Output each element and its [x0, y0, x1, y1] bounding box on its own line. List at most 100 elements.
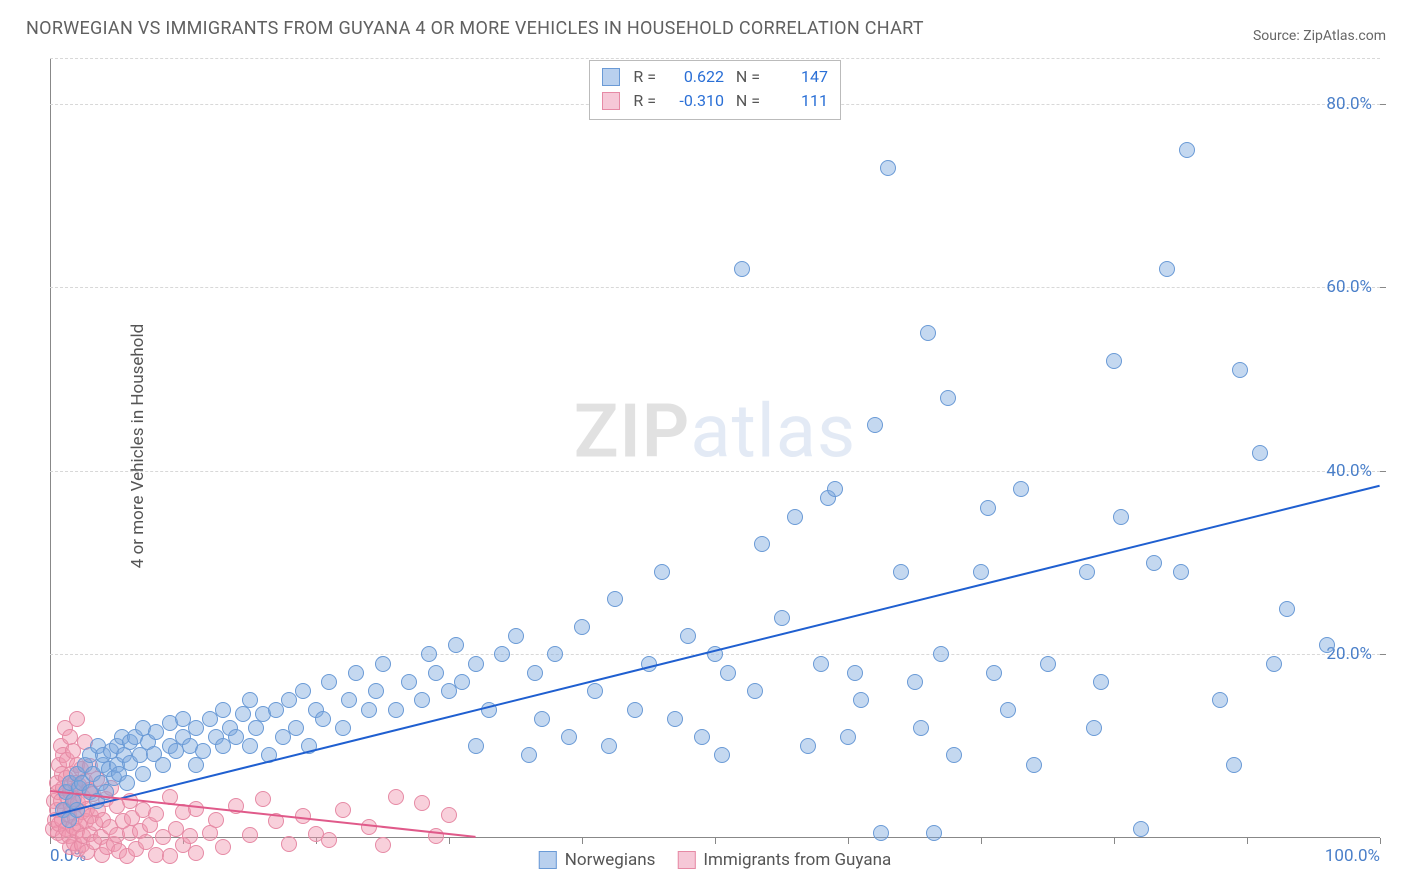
scatter-point — [348, 665, 364, 681]
scatter-point — [747, 683, 763, 699]
scatter-point — [1000, 702, 1016, 718]
legend-swatch — [602, 68, 620, 86]
scatter-point — [926, 825, 942, 841]
series-legend-label: Immigrants from Guyana — [703, 850, 891, 870]
stats-row: R =-0.310N =111 — [602, 89, 828, 113]
scatter-point — [188, 801, 204, 817]
scatter-point — [1173, 564, 1189, 580]
xtick — [1380, 838, 1381, 844]
scatter-point — [1226, 757, 1242, 773]
scatter-point — [680, 628, 696, 644]
scatter-point — [215, 702, 231, 718]
scatter-point — [1133, 821, 1149, 837]
scatter-point — [295, 683, 311, 699]
ytick — [1380, 287, 1386, 288]
scatter-point — [720, 665, 736, 681]
scatter-point — [873, 825, 889, 841]
scatter-point — [255, 791, 271, 807]
scatter-point — [946, 747, 962, 763]
scatter-plot: ZIPatlas 20.0%40.0%60.0%80.0%0.0%100.0%R… — [50, 58, 1380, 838]
scatter-point — [321, 832, 337, 848]
scatter-point — [388, 789, 404, 805]
scatter-point — [448, 637, 464, 653]
scatter-point — [547, 646, 563, 662]
stat-n-value: 147 — [768, 65, 828, 89]
stat-r-label: R = — [628, 89, 656, 113]
xtick — [1247, 838, 1248, 844]
chart-title: NORWEGIAN VS IMMIGRANTS FROM GUYANA 4 OR… — [26, 18, 924, 39]
scatter-point — [468, 738, 484, 754]
scatter-point — [920, 325, 936, 341]
scatter-point — [827, 481, 843, 497]
stat-n-label: N = — [732, 65, 760, 89]
scatter-point — [428, 665, 444, 681]
scatter-point — [800, 738, 816, 754]
scatter-point — [1179, 142, 1195, 158]
ytick — [1380, 654, 1386, 655]
xtick — [50, 838, 51, 844]
scatter-point — [215, 839, 231, 855]
xtick — [848, 838, 849, 844]
stat-r-value: -0.310 — [664, 89, 724, 113]
scatter-point — [508, 628, 524, 644]
scatter-point — [627, 702, 643, 718]
scatter-point — [847, 665, 863, 681]
scatter-point — [494, 646, 510, 662]
scatter-point — [414, 692, 430, 708]
scatter-point — [1026, 757, 1042, 773]
scatter-point — [1212, 692, 1228, 708]
scatter-point — [714, 747, 730, 763]
scatter-point — [587, 683, 603, 699]
scatter-point — [421, 646, 437, 662]
scatter-point — [1266, 656, 1282, 672]
legend-swatch — [539, 851, 557, 869]
stat-r-value: 0.622 — [664, 65, 724, 89]
scatter-point — [1146, 555, 1162, 571]
scatter-point — [986, 665, 1002, 681]
scatter-point — [335, 720, 351, 736]
scatter-point — [1106, 353, 1122, 369]
scatter-point — [774, 610, 790, 626]
scatter-point — [162, 848, 178, 864]
scatter-point — [1279, 601, 1295, 617]
scatter-point — [235, 706, 251, 722]
scatter-point — [574, 619, 590, 635]
scatter-point — [521, 747, 537, 763]
scatter-point — [375, 837, 391, 853]
scatter-point — [375, 656, 391, 672]
scatter-point — [401, 674, 417, 690]
scatter-point — [1079, 564, 1095, 580]
scatter-point — [980, 500, 996, 516]
scatter-point — [561, 729, 577, 745]
stats-row: R = 0.622 N = 147 — [602, 65, 828, 89]
scatter-point — [1319, 637, 1335, 653]
legend-swatch — [602, 92, 620, 110]
y-axis — [50, 58, 51, 838]
scatter-point — [1232, 362, 1248, 378]
xtick-label-right: 100.0% — [1325, 846, 1380, 866]
scatter-point — [840, 729, 856, 745]
scatter-point — [368, 683, 384, 699]
scatter-point — [335, 802, 351, 818]
series-legend-label: Norwegians — [565, 850, 656, 870]
xtick — [981, 838, 982, 844]
scatter-point — [880, 160, 896, 176]
scatter-point — [468, 656, 484, 672]
scatter-point — [734, 261, 750, 277]
scatter-point — [1040, 656, 1056, 672]
scatter-point — [182, 828, 198, 844]
scatter-point — [454, 674, 470, 690]
scatter-point — [973, 564, 989, 580]
scatter-point — [940, 390, 956, 406]
scatter-point — [441, 807, 457, 823]
xtick — [449, 838, 450, 844]
scatter-point — [135, 766, 151, 782]
scatter-point — [1159, 261, 1175, 277]
stat-r-label: R = — [628, 65, 656, 89]
xtick — [715, 838, 716, 844]
scatter-point — [1093, 674, 1109, 690]
scatter-point — [527, 665, 543, 681]
scatter-point — [853, 692, 869, 708]
xtick — [1114, 838, 1115, 844]
ytick-label: 60.0% — [1326, 277, 1372, 297]
